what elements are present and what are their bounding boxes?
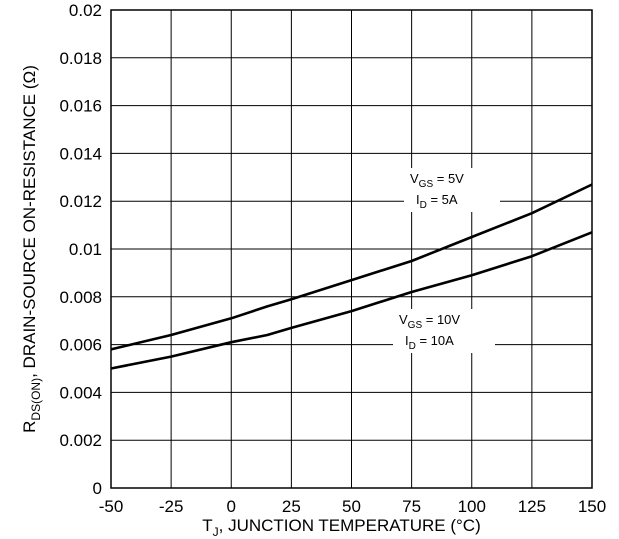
annotation-line-id-5a: ID = 5A [416, 192, 458, 211]
x-tick-labels: -50 -25 0 25 50 75 100 125 150 [99, 497, 606, 516]
y-tick-labels: 0 0.002 0.004 0.006 0.008 0.01 0.012 0.014 0.016… [59, 1, 102, 498]
x-tick-label: 150 [578, 497, 606, 516]
y-tick-label: 0.014 [59, 144, 102, 163]
series-line-2 [110, 231, 593, 370]
series-line-1 [110, 183, 593, 351]
x-tick-label: 0 [227, 497, 236, 516]
x-tick-label: 25 [282, 497, 301, 516]
x-tick-label: 125 [518, 497, 546, 516]
y-tick-label: 0.012 [59, 192, 102, 211]
y-tick-label: 0.008 [59, 288, 102, 307]
x-tick-label: -25 [159, 497, 184, 516]
x-axis-title: TJ, JUNCTION TEMPERATURE (°C) [202, 516, 481, 539]
x-tick-label: -50 [99, 497, 124, 516]
annotation-line-vgs-5v: VGS = 5V [410, 171, 464, 190]
annotation-line-vgs-10v: VGS = 10V [399, 312, 460, 331]
annotation-vgs-10v: VGS = 10V ID = 10A [393, 309, 495, 353]
series-lines [110, 183, 593, 370]
x-tick-label: 100 [458, 497, 486, 516]
y-tick-label: 0.004 [59, 383, 102, 402]
y-tick-label: 0.01 [69, 240, 102, 259]
annotation-vgs-5v: VGS = 5V ID = 5A [404, 168, 500, 212]
y-tick-label: 0.018 [59, 49, 102, 68]
y-tick-label: 0 [93, 479, 102, 498]
annotation-line-id-10a: ID = 10A [405, 333, 454, 352]
x-tick-label: 50 [342, 497, 361, 516]
plot-frame [110, 9, 593, 489]
y-tick-label: 0.002 [59, 431, 102, 450]
grid [110, 9, 593, 489]
y-tick-label: 0.02 [69, 1, 102, 20]
y-tick-label: 0.016 [59, 97, 102, 116]
x-tick-label: 75 [402, 497, 421, 516]
y-tick-label: 0.006 [59, 336, 102, 355]
y-axis-title: RDS(ON), DRAIN-SOURCE ON-RESISTANCE (Ω) [20, 65, 43, 433]
